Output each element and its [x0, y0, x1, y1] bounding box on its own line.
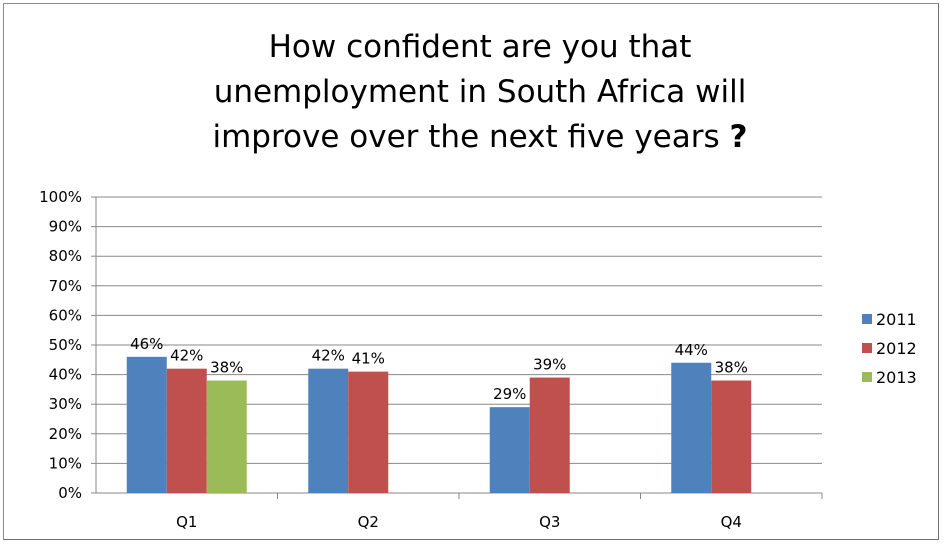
bar-2012-Q1	[166, 368, 207, 493]
legend-label-2013: 2013	[876, 368, 917, 387]
data-label-2013-Q1: 38%	[210, 359, 243, 377]
y-tick-label-9: 90%	[49, 218, 82, 236]
legend-label-2011: 2011	[876, 310, 917, 329]
y-tick-label-2: 20%	[49, 425, 82, 443]
y-tick-label-6: 60%	[49, 306, 82, 324]
chart-title-line-2: unemployment in South Africa will	[213, 74, 747, 110]
x-tick-label-Q1: Q1	[176, 513, 197, 531]
data-label-2011-Q1: 46%	[130, 335, 163, 353]
bar-2012-Q4	[711, 380, 752, 493]
data-label-2011-Q3: 29%	[493, 385, 526, 403]
y-tick-label-0: 0%	[58, 484, 82, 502]
data-label-2011-Q2: 42%	[312, 347, 345, 365]
bar-2012-Q3	[529, 377, 570, 493]
chart-title: How confident are you that unemployment …	[40, 25, 920, 160]
data-label-2012-Q4: 38%	[715, 359, 748, 377]
chart-title-line-1: How confident are you that	[268, 29, 692, 65]
y-tick-label-5: 50%	[49, 336, 82, 354]
bar-2011-Q4	[671, 362, 712, 493]
chart-title-line-3: improve over the next five years ?	[40, 115, 920, 160]
y-tick-label-10: 100%	[39, 188, 82, 206]
bar-2012-Q2	[348, 371, 389, 493]
bar-2011-Q1	[126, 356, 167, 493]
x-tick-label-Q2: Q2	[358, 513, 379, 531]
legend-swatch-2013	[862, 372, 872, 382]
legend-label-2012: 2012	[876, 339, 917, 358]
chart-title-line-3-text: improve over the next five years	[212, 119, 720, 155]
y-tick-label-4: 40%	[49, 366, 82, 384]
y-tick-label-8: 80%	[49, 247, 82, 265]
chart-title-question-mark: ?	[729, 119, 748, 155]
data-label-2012-Q3: 39%	[533, 356, 566, 374]
x-tick-label-Q3: Q3	[539, 513, 560, 531]
y-tick-label-3: 30%	[49, 395, 82, 413]
bar-2013-Q1	[206, 380, 247, 493]
legend-swatch-2012	[862, 343, 872, 353]
legend-swatch-2011	[862, 314, 872, 324]
y-tick-label-7: 70%	[49, 277, 82, 295]
x-tick-label-Q4: Q4	[721, 513, 742, 531]
bar-2011-Q3	[489, 407, 530, 493]
bar-2011-Q2	[308, 368, 349, 493]
data-label-2011-Q4: 44%	[675, 341, 708, 359]
data-label-2012-Q1: 42%	[170, 347, 203, 365]
y-tick-label-1: 10%	[49, 454, 82, 472]
data-label-2012-Q2: 41%	[352, 350, 385, 368]
